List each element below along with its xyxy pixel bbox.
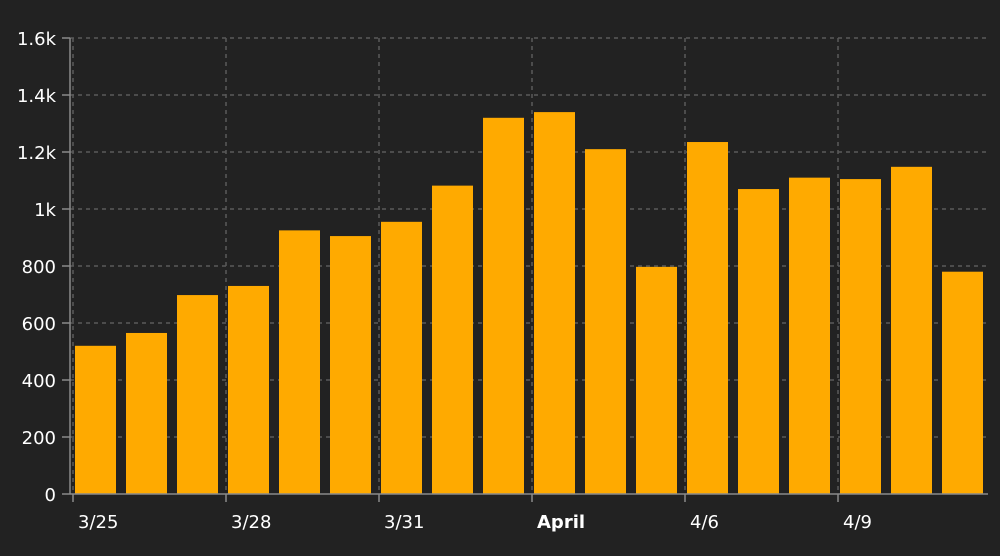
bar-3-29[interactable]: [279, 230, 320, 494]
bar-4-1[interactable]: [432, 185, 473, 494]
bars: [75, 112, 983, 495]
bar-4-9[interactable]: [840, 179, 881, 494]
y-axis-ticks: 0 200 400 600 800 1k 1.2k 1.4k 1.6k: [17, 29, 70, 506]
bar-3-31[interactable]: [381, 221, 422, 494]
x-axis-ticks: 3/25 3/28 3/31 April 4/6 4/9: [72, 494, 872, 533]
bar-4-2[interactable]: [483, 117, 524, 495]
bar-3-25[interactable]: [75, 345, 116, 494]
y-tick-label: 1.4k: [17, 86, 57, 107]
bar-4-11[interactable]: [942, 271, 983, 494]
y-tick-label: 200: [22, 428, 56, 449]
x-tick-label: 3/28: [231, 512, 271, 533]
bar-3-26[interactable]: [126, 332, 167, 494]
bar-4-5[interactable]: [636, 266, 677, 494]
y-tick-label: 1.6k: [17, 29, 57, 50]
bar-4-10[interactable]: [891, 166, 932, 494]
y-tick-label: 1k: [34, 200, 56, 221]
x-tick-label: 3/25: [78, 512, 118, 533]
y-tick-label: 400: [22, 371, 56, 392]
bar-4-8[interactable]: [789, 177, 830, 494]
bar-3-28[interactable]: [228, 285, 269, 494]
x-tick-label: April: [537, 512, 585, 533]
y-tick-label: 600: [22, 314, 56, 335]
bar-4-3[interactable]: [534, 112, 575, 494]
bar-3-30[interactable]: [330, 236, 371, 494]
y-tick-label: 800: [22, 257, 56, 278]
bar-3-27[interactable]: [177, 295, 218, 494]
y-tick-label: 0: [45, 485, 56, 506]
x-tick-label: 3/31: [384, 512, 424, 533]
bar-4-7[interactable]: [738, 189, 779, 495]
bar-4-4[interactable]: [585, 149, 626, 494]
bar-4-6[interactable]: [687, 142, 728, 494]
x-tick-label: 4/6: [690, 512, 719, 533]
y-tick-label: 1.2k: [17, 143, 57, 164]
grid-lines: [70, 37, 988, 494]
x-tick-label: 4/9: [843, 512, 872, 533]
